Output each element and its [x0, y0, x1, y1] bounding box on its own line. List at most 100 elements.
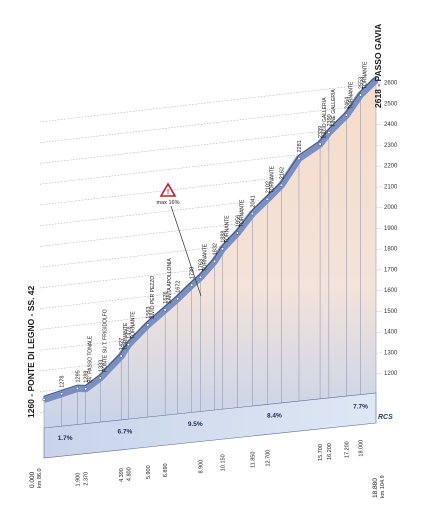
elevation-label: 2041: [250, 195, 256, 207]
profile-point: [220, 247, 225, 251]
landmark-label: TORNANTE: [123, 322, 129, 350]
elevation-label: 1333: [98, 360, 104, 372]
segment-gradient: 6.7%: [117, 428, 132, 435]
elevation-tick-1700: 1700: [384, 267, 398, 273]
gridline-2200: [39, 165, 383, 206]
max-gradient-pointer: [170, 205, 202, 297]
elevation-label: 1832: [213, 243, 219, 255]
landmark-label: TORNANTE: [225, 215, 231, 243]
profile-point: [42, 398, 46, 402]
km-label: 17.200: [345, 441, 351, 458]
distance-band: [43, 392, 377, 459]
landmark-label: BV. PASSO TONALE: [88, 335, 94, 383]
elevation-tick-1300: 1300: [384, 350, 398, 356]
elevation-label: 2339: [318, 126, 324, 138]
elevation-tick-1400: 1400: [384, 330, 398, 336]
profile-point: [119, 354, 123, 358]
max-gradient-label: max 16%: [157, 200, 180, 206]
profile-point: [213, 259, 217, 263]
profile-point: [126, 343, 130, 347]
elevation-tick-1800: 1800: [384, 247, 398, 253]
km-label: 12.700: [265, 450, 271, 467]
elevation-label: 2553: [359, 77, 365, 89]
elevation-tick-1600: 1600: [384, 288, 398, 294]
end-km-sub: km 104.9: [380, 475, 386, 498]
elevation-label: 2281: [297, 140, 303, 152]
profile-edge: [43, 76, 377, 397]
gridline-2000: [39, 207, 383, 247]
profile-point: [297, 156, 301, 161]
elevation-label: 1626: [163, 291, 169, 303]
elevation-tick-2300: 2300: [384, 143, 398, 149]
profile-fill: [44, 79, 376, 429]
max-gradient-marker: ! max 16%: [157, 182, 202, 297]
landmark-label: TORNANTE: [349, 81, 355, 109]
km-label: 2.370: [84, 472, 90, 486]
gridline-2600: [39, 82, 383, 123]
profile-point: [60, 392, 64, 396]
landmark-label: FINE GALLERIA: [331, 89, 337, 127]
elevation-tick-2100: 2100: [384, 184, 398, 190]
segment-gradient: 8.4%: [267, 413, 282, 420]
km-label: 10.150: [221, 454, 227, 471]
brand-mark: RCS: [378, 414, 393, 421]
elevation-tick-1900: 1900: [384, 226, 398, 232]
km-label: 4.390: [119, 468, 125, 482]
profile-point: [190, 283, 194, 287]
elevation-tick-labels: 1200 1300 1400 1500 1600 1700 1800 1900 2000 2100…: [384, 81, 398, 378]
landmark-label: TORNANTE: [130, 311, 136, 339]
profile-road-band: [42, 77, 379, 403]
gridline-2500: [39, 103, 383, 143]
profile-point: [318, 142, 322, 146]
profile-point: [235, 231, 239, 235]
elevation-label: 2102: [265, 181, 271, 193]
profile-point: [146, 323, 150, 327]
landmark-label: PONTE SU T. FRIGIDOLFO: [102, 309, 108, 372]
profile-point: [344, 113, 349, 117]
profile-point: [279, 183, 283, 187]
gridline-1900: [39, 227, 383, 268]
segment-gradient: 9.5%: [188, 421, 203, 428]
km-label: 5.900: [146, 465, 152, 479]
elevation-label: 1289: [84, 371, 90, 383]
elevation-tick-2000: 2000: [384, 205, 398, 211]
landmark-label: TORNANTE: [269, 165, 275, 193]
elevation-tick-2600: 2600: [384, 81, 398, 87]
profile-point: [265, 197, 269, 201]
elevation-tick-2400: 2400: [384, 122, 398, 128]
profile-point: [250, 212, 254, 216]
distance-scale: 1.7% 6.7% 9.5% 8.4% 7.7% 1.900 2.370 4.390 4.800…: [43, 392, 377, 487]
elevation-tick-1500: 1500: [384, 309, 398, 315]
end-label: 2618 - PASSO GAVIA: [373, 24, 383, 108]
elevation-label: 1563: [146, 307, 152, 319]
profile-point: [98, 376, 102, 380]
gridline-2400: [39, 124, 383, 164]
segment-gradient: 1.7%: [58, 435, 73, 442]
landmark-label: SANTA APOLLONIA: [167, 258, 173, 304]
landmark-label: TORNANTE: [363, 61, 369, 89]
profile-area: [42, 76, 379, 429]
profile-point: [327, 130, 331, 135]
profile-point: [358, 93, 363, 97]
km-label: 6.890: [163, 463, 169, 477]
elevation-label: 2464: [345, 97, 351, 109]
landmark-label: TORNANTE: [203, 243, 209, 271]
km-label: 18.000: [359, 440, 365, 457]
svg-text:!: !: [167, 189, 169, 196]
profile-point: [75, 386, 79, 391]
elevation-label: 1730: [190, 267, 196, 279]
km-label: 15.700: [318, 444, 324, 461]
elevation-label: 1888: [221, 231, 227, 243]
profile-point: [84, 387, 88, 391]
km-label: 11.850: [250, 452, 256, 468]
gridline-2300: [39, 144, 383, 185]
profile-point: [198, 275, 203, 279]
landmark-label: BIVIO PER PEZZO: [150, 276, 156, 319]
elevation-label: 1672: [176, 281, 182, 293]
elevation-label: 1763: [199, 259, 205, 271]
profile-point: [176, 297, 180, 301]
elevation-tick-2500: 2500: [384, 101, 398, 107]
elevation-label: 1956: [235, 215, 241, 227]
